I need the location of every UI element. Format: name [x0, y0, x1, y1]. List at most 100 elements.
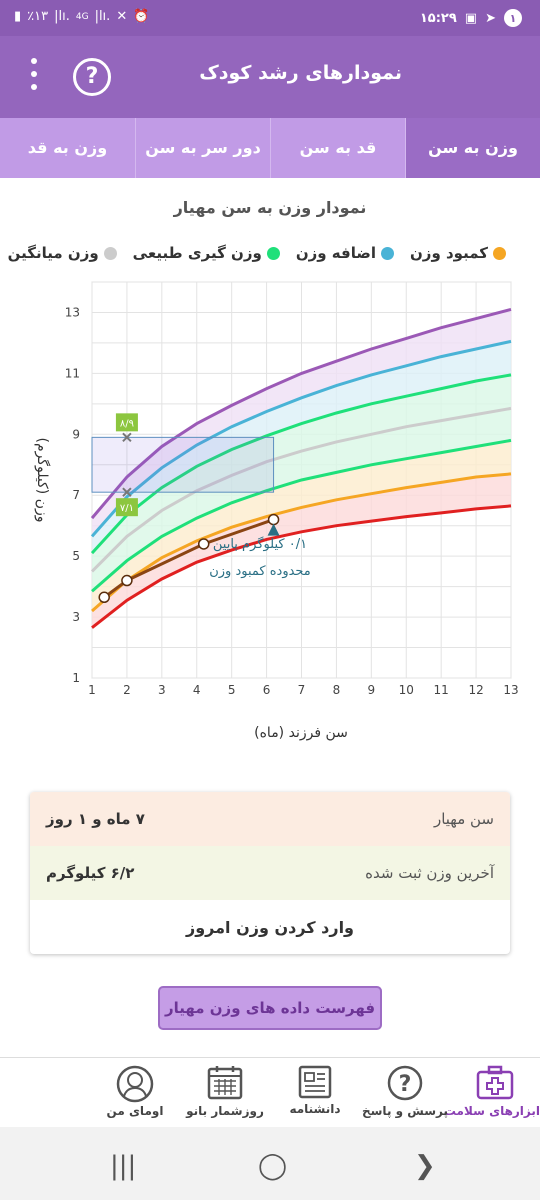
- legend-label: کمبود وزن: [410, 244, 488, 262]
- age-value: ۷ ماه و ۱ روز: [46, 810, 145, 828]
- chart-lines: [90, 307, 512, 629]
- network-type: 4G: [75, 11, 89, 22]
- profile-icon: [116, 1065, 154, 1103]
- chart-band: [92, 309, 511, 537]
- x-tick-label: 8: [333, 683, 341, 697]
- x-tick-label: 12: [468, 683, 483, 697]
- y-tick-label: 11: [65, 366, 80, 380]
- page-title: نمودارهای رشد کودک: [199, 62, 402, 84]
- x-tick-label: 2: [123, 683, 131, 697]
- low-range-badge: [115, 498, 138, 517]
- nav-calendar[interactable]: روزشمار بانو: [180, 1058, 270, 1127]
- telegram-icon: ➤: [485, 10, 496, 26]
- tab-weight-for-height[interactable]: وزن به قد: [27, 138, 108, 157]
- x-axis-label: سن فرزند (ماه): [254, 725, 348, 741]
- medical-kit-icon: [476, 1065, 514, 1100]
- annotation-line-1: ۰/۱ کیلوگرم پایین: [213, 536, 307, 552]
- x-tick-label: 4: [193, 683, 201, 697]
- signal-icon-2: |lı.: [94, 9, 111, 24]
- x-tick-label: 5: [228, 683, 236, 697]
- child-weight-point: [98, 591, 110, 604]
- battery-level: ٪۱۳: [27, 9, 49, 24]
- last-weight-label: آخرین وزن ثبت شده: [365, 864, 494, 882]
- chart-band: [92, 440, 511, 611]
- series-line: [90, 406, 512, 573]
- chart-title: نمودار وزن به سن مهیار: [173, 198, 367, 217]
- notification-count: ۱: [504, 9, 522, 27]
- mute-icon: ✕: [116, 9, 128, 24]
- nav-label: ابزارهای سلامت: [443, 1104, 540, 1118]
- alarm-icon: ⏰: [133, 9, 150, 24]
- nav-label: پرسش و پاسخ: [361, 1104, 448, 1118]
- legend-label: اضافه وزن: [295, 244, 376, 262]
- enter-weight-button[interactable]: وارد کردن وزن امروز: [186, 917, 354, 937]
- x-tick-label: 1: [88, 683, 96, 697]
- range-cross-marker: [122, 432, 132, 443]
- chart-overlay: ۸/۹ ۷/۱: [91, 413, 280, 604]
- current-weight-marker: [267, 523, 280, 536]
- child-weight-point: [121, 574, 133, 587]
- nav-encyclopedia[interactable]: دانشنامه: [270, 1058, 360, 1127]
- series-line: [90, 307, 512, 520]
- calendar-icon: [207, 1066, 243, 1100]
- chart-band: [92, 374, 511, 572]
- x-tick-label: 6: [263, 683, 271, 697]
- nav-health-tools[interactable]: ابزارهای سلامت: [443, 1058, 540, 1127]
- legend-item-average: وزن میانگین: [8, 244, 117, 262]
- series-line: [91, 438, 512, 593]
- newspaper-icon: [298, 1065, 332, 1099]
- overflow-menu-icon[interactable]: [28, 58, 40, 98]
- annotation-line-2: محدوده کمبود وزن: [209, 564, 311, 579]
- nav-profile[interactable]: اومای من: [90, 1058, 180, 1127]
- bottom-nav: ابزارهای سلامت ? پرسش و پاسخ دانشنامه رو…: [0, 1057, 540, 1127]
- x-tick-label: 7: [298, 683, 306, 697]
- series-line: [90, 373, 512, 555]
- app-bar: ? نمودارهای رشد کودک: [0, 36, 540, 118]
- low-range-value: ۷/۱: [120, 503, 134, 514]
- legend-item-overweight: اضافه وزن: [296, 244, 394, 262]
- legend-dot: [493, 246, 506, 260]
- x-tick-label: 11: [434, 683, 449, 697]
- legend-dot: [103, 246, 117, 260]
- range-cross-marker: [122, 487, 132, 497]
- help-button[interactable]: ?: [73, 58, 111, 96]
- recent-apps-icon[interactable]: |||: [110, 1151, 137, 1181]
- chart-bands: [92, 309, 511, 628]
- battery-icon: ▮: [14, 9, 22, 24]
- tab-height-for-age[interactable]: قد به سن: [270, 118, 405, 178]
- chart-band: [92, 473, 511, 628]
- y-axis-label: وزن (کیلوگرم): [34, 438, 51, 523]
- tab-weight-for-age[interactable]: وزن به سن: [405, 118, 540, 178]
- weight-list-button[interactable]: فهرست داده های وزن مهیار: [158, 986, 382, 1030]
- series-line: [90, 339, 512, 538]
- nav-label: روزشمار بانو: [186, 1104, 264, 1118]
- y-tick-label: 5: [72, 549, 80, 563]
- y-tick-label: 13: [65, 305, 80, 319]
- x-tick-label: 9: [368, 683, 376, 697]
- child-weight-point: [267, 513, 280, 526]
- y-tick-label: 7: [72, 488, 80, 502]
- info-card: سن مهیار ۷ ماه و ۱ روز آخرین وزن ثبت شده…: [30, 792, 510, 954]
- last-weight-value: ۶/۲ کیلوگرم: [46, 864, 135, 882]
- home-icon[interactable]: ◯: [258, 1151, 288, 1181]
- nav-qa[interactable]: ? پرسش و پاسخ: [360, 1058, 450, 1127]
- nav-label: اومای من: [106, 1104, 164, 1118]
- legend-label: وزن گیری طبیعی: [132, 244, 262, 262]
- status-bar: ۱۵:۲۹ ▣ ➤ ۱ ▮ ٪۱۳ |lı. 4G |lı. ✕ ⏰: [0, 0, 540, 36]
- legend-item-normal: وزن گیری طبیعی: [133, 244, 280, 262]
- chart-band: [92, 408, 511, 592]
- back-icon[interactable]: ❯: [414, 1151, 436, 1181]
- question-bubble-icon: ?: [387, 1065, 423, 1101]
- y-tick-label: 3: [72, 610, 80, 624]
- svg-text:?: ?: [399, 1072, 412, 1097]
- system-nav-bar: ||| ◯ ❯: [0, 1127, 540, 1200]
- tab-head-circumference[interactable]: دور سر به سن: [135, 118, 270, 178]
- x-tick-label: 10: [399, 683, 414, 697]
- signal-icon: |lı.: [54, 9, 70, 24]
- chart-band: [92, 341, 511, 554]
- age-row: سن مهیار ۷ ماه و ۱ روز: [30, 792, 510, 846]
- image-icon: ▣: [464, 10, 478, 26]
- x-tick-label: 13: [503, 683, 518, 697]
